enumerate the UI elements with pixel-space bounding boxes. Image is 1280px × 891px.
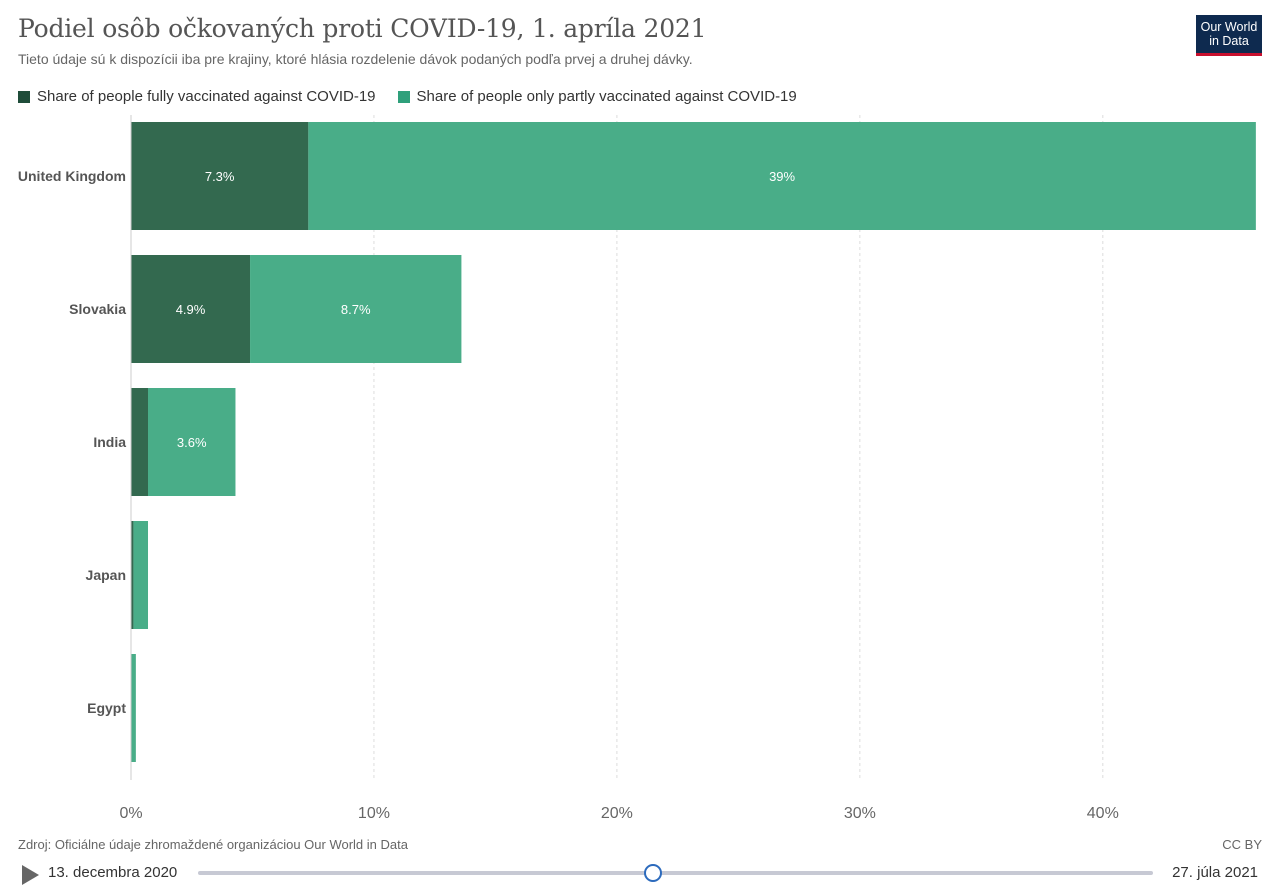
timeline-slider-handle[interactable] [643, 864, 662, 882]
timeline-start-label: 13. decembra 2020 [48, 864, 178, 881]
bar-fully-vaccinated[interactable] [131, 521, 134, 629]
category-label: United Kingdom [18, 168, 126, 184]
bar-partly-vaccinated[interactable] [131, 654, 136, 762]
x-tick-label: 0% [119, 805, 142, 822]
bar-value-label: 4.9% [176, 302, 206, 317]
timeline-end-label: 27. júla 2021 [1172, 864, 1258, 881]
bar-fully-vaccinated[interactable] [131, 388, 149, 496]
x-tick-label: 20% [601, 805, 633, 822]
source-note: Zdroj: Oficiálne údaje zhromaždené organ… [18, 837, 408, 852]
category-label: Slovakia [69, 301, 126, 317]
play-icon[interactable] [22, 865, 39, 885]
bar-fully-vaccinated[interactable] [131, 122, 309, 230]
bar-value-label: 39% [769, 169, 795, 184]
bar-value-label: 8.7% [341, 302, 371, 317]
category-label: Egypt [87, 700, 126, 716]
x-tick-label: 40% [1087, 805, 1119, 822]
bar-value-label: 3.6% [177, 435, 207, 450]
legend-item-fully[interactable]: Share of people fully vaccinated against… [18, 88, 376, 105]
legend-label-partly: Share of people only partly vaccinated a… [416, 88, 797, 105]
bar-partly-vaccinated[interactable] [148, 388, 236, 496]
bar-fully-vaccinated[interactable] [131, 255, 251, 363]
legend-label-fully: Share of people fully vaccinated against… [37, 88, 376, 105]
bar-partly-vaccinated[interactable] [250, 255, 462, 363]
x-tick-label: 30% [844, 805, 876, 822]
chart-subtitle: Tieto údaje sú k dispozícii iba pre kraj… [18, 51, 693, 67]
owid-logo[interactable]: Our World in Data [1196, 15, 1262, 56]
chart-title: Podiel osôb očkovaných proti COVID-19, 1… [18, 14, 707, 43]
legend-item-partly[interactable]: Share of people only partly vaccinated a… [397, 88, 797, 105]
category-label: India [93, 434, 126, 450]
timeline: 13. decembra 2020 27. júla 2021 [0, 855, 1280, 891]
legend-swatch-fully [18, 90, 30, 103]
legend-swatch-partly [397, 90, 410, 103]
bar-partly-vaccinated[interactable] [133, 521, 149, 629]
logo-line-1: Our World [1200, 20, 1258, 34]
timeline-slider-track[interactable] [198, 871, 1153, 875]
logo-line-2: in Data [1209, 34, 1249, 48]
category-label: Japan [86, 567, 126, 583]
x-tick-label: 10% [358, 805, 390, 822]
license-link[interactable]: CC BY [1222, 837, 1262, 852]
bar-partly-vaccinated[interactable] [308, 122, 1256, 230]
bar-value-label: 7.3% [205, 169, 235, 184]
chart-legend: Share of people fully vaccinated against… [18, 88, 797, 105]
bar-chart: 0% 10% 20% 30% 40% 7.3% 39% United Kingdom 4.9% 8… [18, 115, 1256, 822]
